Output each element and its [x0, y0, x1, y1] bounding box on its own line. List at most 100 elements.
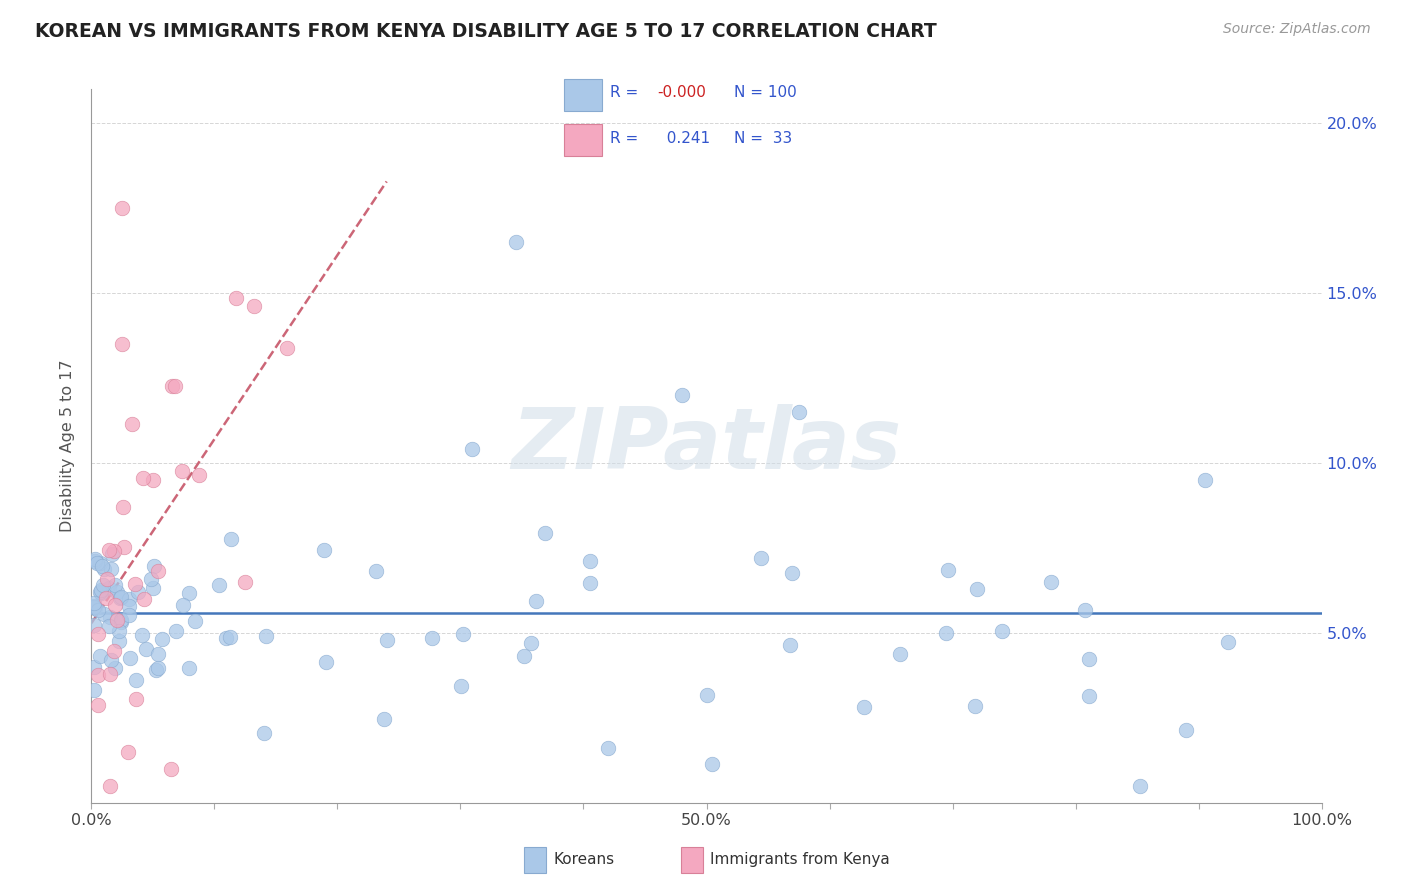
Point [93, 607, 115, 621]
Point [86, 667, 108, 681]
Point [889, 647, 911, 661]
Point [135, 642, 157, 657]
Point [86, 627, 108, 641]
Point [104, 598, 127, 612]
Point [86, 698, 108, 712]
Point [97, 543, 120, 558]
Point [111, 337, 134, 351]
Point [103, 578, 125, 592]
Point [779, 638, 801, 652]
Point [254, 629, 277, 643]
Point [165, 624, 187, 638]
Point [219, 533, 242, 547]
Bar [564, 78, 602, 111]
Point [110, 615, 132, 630]
Point [104, 661, 127, 675]
Point [100, 653, 122, 667]
Point [83, 660, 105, 674]
Text: Source: ZipAtlas.com: Source: ZipAtlas.com [1223, 22, 1371, 37]
Point [118, 651, 141, 665]
Text: R =: R = [610, 86, 644, 101]
Point [579, 554, 602, 568]
Point [142, 581, 165, 595]
Point [111, 500, 134, 515]
Point [90, 585, 112, 599]
Point [84, 552, 107, 566]
Point [177, 586, 200, 600]
Point [671, 388, 693, 402]
Point [1039, 574, 1063, 589]
Point [118, 591, 141, 606]
Point [233, 574, 256, 589]
Point [160, 762, 183, 776]
Point [110, 591, 132, 606]
Point [118, 599, 141, 614]
Point [513, 649, 536, 664]
Point [89, 584, 111, 599]
Point [91, 578, 114, 592]
Point [1129, 779, 1152, 793]
Point [97, 619, 120, 633]
Point [83, 599, 105, 613]
Point [103, 543, 125, 558]
Point [782, 566, 804, 580]
Point [1077, 689, 1099, 703]
Point [225, 291, 247, 305]
Point [98, 667, 121, 681]
Point [938, 563, 960, 577]
Point [132, 592, 155, 607]
Point [453, 627, 475, 641]
Point [105, 585, 128, 599]
Text: ZIPatlas: ZIPatlas [512, 404, 901, 488]
Point [150, 632, 173, 646]
Point [420, 631, 443, 645]
Point [519, 636, 541, 650]
Point [934, 626, 956, 640]
Point [505, 235, 527, 249]
Point [1073, 603, 1095, 617]
Point [253, 725, 276, 739]
Point [100, 562, 122, 576]
Point [96, 591, 118, 606]
Point [103, 643, 125, 657]
Text: Koreans: Koreans [553, 853, 614, 867]
Point [101, 547, 124, 561]
Text: 0.241: 0.241 [657, 131, 710, 146]
Point [276, 341, 298, 355]
Point [96, 572, 118, 586]
Point [84, 601, 107, 615]
Point [787, 405, 810, 419]
Point [534, 526, 557, 541]
Point [187, 467, 209, 482]
Point [146, 564, 169, 578]
Point [183, 614, 205, 628]
Point [83, 683, 105, 698]
Point [696, 688, 718, 702]
Point [145, 664, 167, 678]
Point [83, 617, 105, 632]
Point [366, 564, 388, 578]
Bar [524, 847, 546, 873]
Point [84, 554, 107, 568]
Point [373, 712, 395, 726]
Point [125, 673, 148, 687]
Point [112, 540, 135, 554]
Point [524, 594, 547, 608]
Point [966, 582, 988, 596]
Point [105, 614, 128, 628]
Point [243, 299, 266, 313]
Point [596, 741, 619, 756]
Point [83, 597, 105, 611]
Point [852, 700, 875, 714]
Point [991, 624, 1014, 638]
Text: KOREAN VS IMMIGRANTS FROM KENYA DISABILITY AGE 5 TO 17 CORRELATION CHART: KOREAN VS IMMIGRANTS FROM KENYA DISABILI… [35, 22, 936, 41]
Point [89, 556, 111, 570]
Point [1175, 723, 1198, 738]
Point [165, 379, 187, 393]
Point [117, 745, 139, 759]
Point [700, 757, 723, 772]
Point [139, 572, 162, 586]
Point [124, 577, 146, 591]
Point [131, 628, 153, 642]
Point [87, 603, 110, 617]
